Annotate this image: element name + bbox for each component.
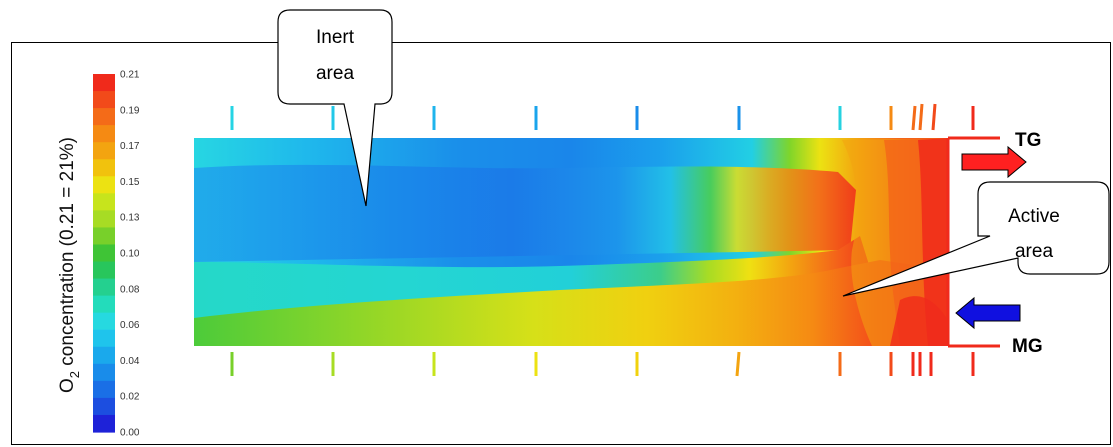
colorbar-swatch <box>93 210 115 229</box>
callout-active-line2: area <box>1015 241 1053 262</box>
colorbar-tick-label: 0.21 <box>120 70 140 81</box>
colorbar-swatch <box>93 244 115 263</box>
colorbar-tick-label: 0.04 <box>120 356 140 367</box>
colorbar-swatch <box>93 295 115 314</box>
colorbar-tick-label: 0.00 <box>120 428 140 439</box>
colorbar-swatch <box>93 125 115 143</box>
colorbar-tick-label: 0.19 <box>120 105 140 116</box>
colorbar-swatch <box>93 159 115 177</box>
colorbar-swatch <box>93 74 115 92</box>
inlet-arrow-icon <box>955 296 1021 330</box>
figure-frame <box>11 42 1111 445</box>
colorbar-tick-label: 0.13 <box>120 213 140 224</box>
colorbar-tick-label: 0.08 <box>120 284 140 295</box>
concentration-field <box>194 138 948 346</box>
colorbar-swatch <box>93 329 115 348</box>
callout-inert-line2: area <box>316 63 354 84</box>
colorbar-tick-label: 0.15 <box>120 177 140 188</box>
colorbar-swatch <box>93 397 115 416</box>
colorbar-swatch <box>93 346 115 365</box>
colorbar-axis-label: O2 concentration (0.21 = 21%) <box>57 137 82 393</box>
colorbar-tick-label: 0.17 <box>120 141 140 152</box>
colorbar-swatch <box>93 414 115 433</box>
colorbar-swatch <box>93 91 115 109</box>
colorbar-swatch <box>93 363 115 382</box>
colorbar-swatch <box>93 278 115 297</box>
colorbar-tick-label: 0.02 <box>120 392 140 403</box>
colorbar-swatch <box>93 108 115 126</box>
colorbar-swatch <box>93 176 115 194</box>
colorbar-swatch <box>93 142 115 160</box>
callout-inert-area: Inert area <box>277 9 393 207</box>
colorbar: 0.21 0.19 0.17 0.15 0.13 0.10 0.08 0.06 0.04 0.02… <box>93 70 140 439</box>
colorbar-swatch <box>93 261 115 280</box>
top-probe-ticks <box>230 103 975 131</box>
callout-inert-line1: Inert <box>316 27 355 48</box>
colorbar-swatch <box>93 227 115 246</box>
port-label-mg: MG <box>1012 336 1043 357</box>
port-label-tg: TG <box>1015 130 1041 151</box>
colorbar-tick-label: 0.06 <box>120 320 140 331</box>
colorbar-swatch <box>93 312 115 331</box>
channel-lines <box>946 136 1000 348</box>
bottom-probe-ticks <box>230 351 975 377</box>
outlet-arrow-icon <box>961 145 1027 179</box>
callout-active-line1: Active <box>1008 206 1060 227</box>
colorbar-swatch <box>93 193 115 211</box>
callout-active-area: Active area <box>842 181 1110 297</box>
colorbar-swatch <box>93 380 115 399</box>
colorbar-tick-label: 0.10 <box>120 249 140 260</box>
